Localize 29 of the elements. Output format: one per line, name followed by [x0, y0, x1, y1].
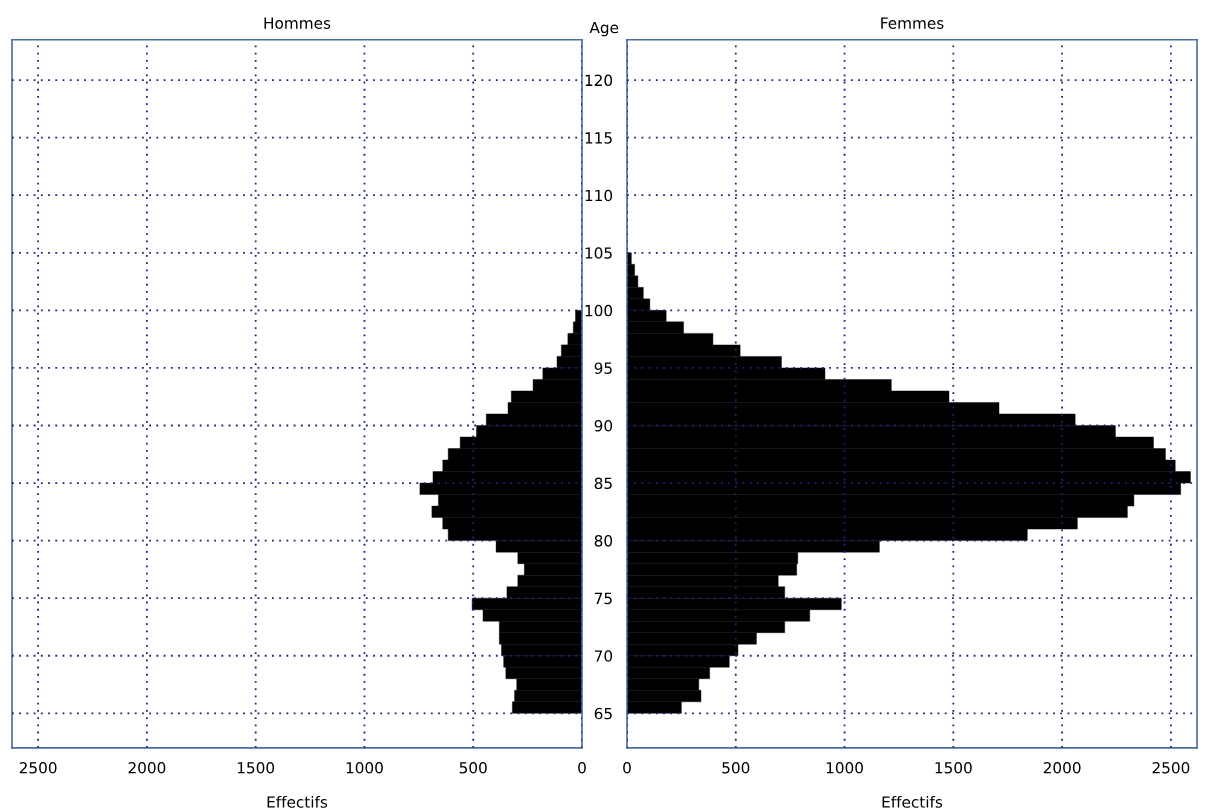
- y-tick-label: 120: [585, 74, 613, 87]
- y-tick-label: 95: [594, 362, 612, 374]
- chart-title: Femmes: [881, 17, 944, 29]
- y-tick-label: 80: [594, 535, 613, 547]
- y-tick-label: 110: [585, 189, 613, 202]
- x-axis-title: Effectifs: [267, 795, 328, 808]
- x-tick-label: 2000: [1043, 762, 1081, 774]
- x-tick-label: 1500: [237, 762, 275, 774]
- y-tick-label: 115: [585, 132, 612, 144]
- x-tick-label: 2000: [128, 762, 166, 774]
- x-tick-label: 1500: [935, 762, 972, 774]
- y-tick-label: 85: [594, 477, 612, 490]
- chart-title: Hommes: [264, 17, 331, 29]
- x-tick-label: 2500: [1152, 762, 1190, 774]
- y-tick-label: 65: [594, 707, 612, 720]
- x-tick-label: 500: [459, 762, 487, 774]
- y-tick-label: 100: [585, 304, 613, 317]
- x-axis-title: Effectifs: [882, 795, 943, 808]
- x-tick-label: 1000: [346, 762, 383, 774]
- x-tick-label: 500: [722, 762, 750, 774]
- y-tick-label: 105: [585, 247, 612, 259]
- x-tick-label: 1000: [826, 762, 863, 774]
- x-tick-label: 0: [578, 762, 586, 774]
- x-tick-label: 0: [623, 762, 631, 774]
- x-tick-label: 2500: [19, 762, 57, 774]
- y-tick-label: 75: [594, 592, 612, 605]
- y-tick-label: 90: [594, 419, 613, 432]
- y-axis-title: Age: [589, 21, 619, 37]
- y-tick-label: 70: [594, 650, 613, 662]
